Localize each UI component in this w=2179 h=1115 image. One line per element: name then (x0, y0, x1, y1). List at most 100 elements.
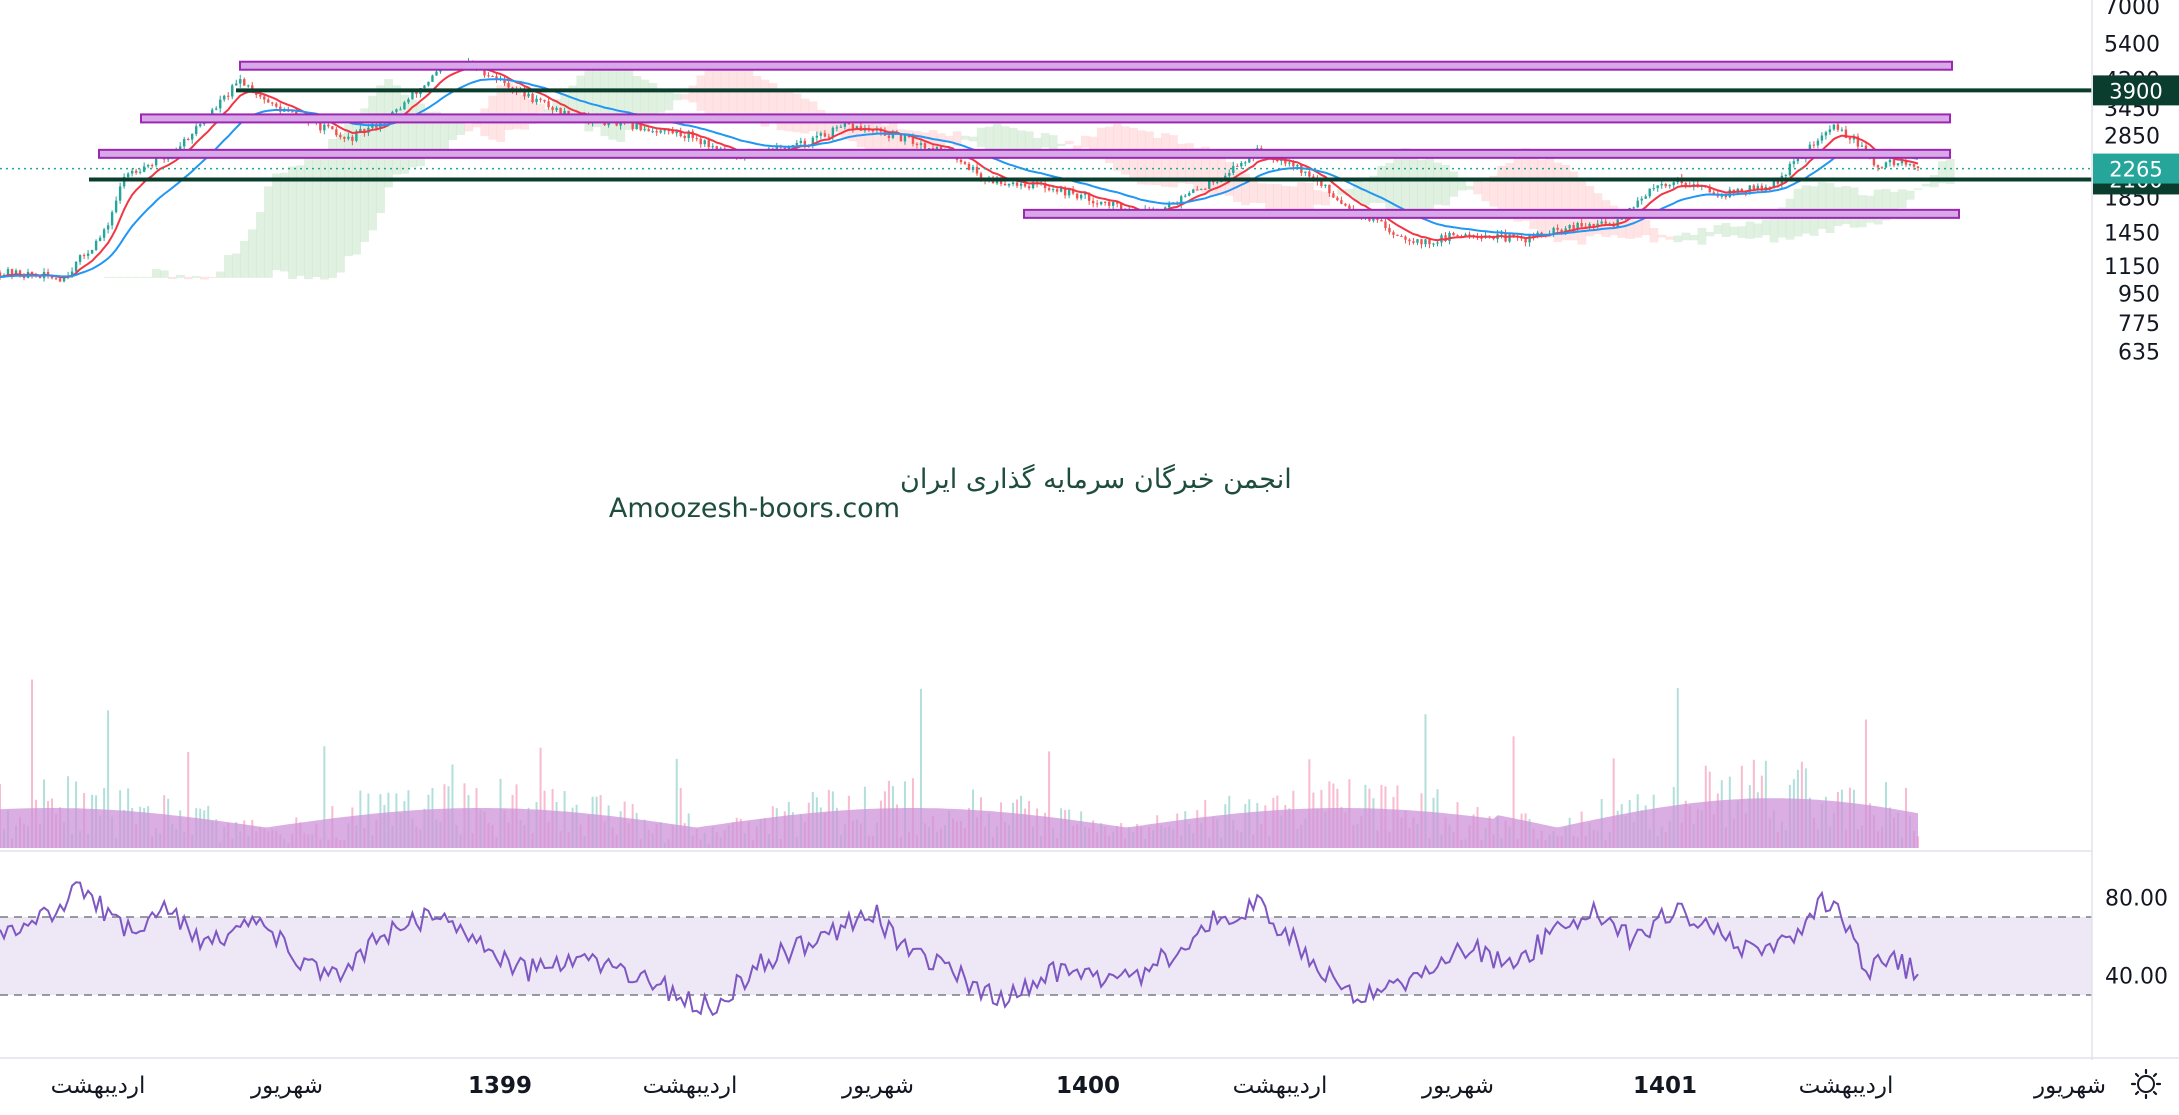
candle-body (1348, 205, 1351, 209)
gear-icon-ring (2137, 1075, 2155, 1093)
candle-body (46, 272, 50, 276)
candle-body (679, 131, 682, 136)
cloud-slice (1160, 133, 1170, 187)
candle-body (1015, 182, 1019, 186)
candle-body (1772, 179, 1776, 189)
candle-body (535, 98, 538, 103)
candle-body (975, 166, 979, 174)
candle-body (1532, 235, 1535, 237)
cloud-slice (1481, 182, 1491, 202)
settings-gear-icon[interactable] (2130, 1068, 2162, 1100)
candle-body (847, 123, 851, 125)
candle-body (1444, 235, 1447, 242)
resistance-zones[interactable] (98, 60, 1960, 219)
cloud-slice (1112, 123, 1122, 171)
cloud-slice (1289, 186, 1298, 211)
candle-body (1596, 223, 1599, 227)
candle-body (339, 135, 342, 137)
cloud-slice (616, 64, 626, 142)
cloud-slice (1745, 221, 1755, 239)
candle-body (1344, 203, 1347, 206)
candle-body (1119, 203, 1123, 212)
cloud-slice (1056, 143, 1066, 147)
key-levels[interactable] (89, 88, 2092, 182)
candle-body (1672, 182, 1675, 186)
cloud-slice (159, 270, 169, 278)
candle-body (675, 131, 678, 134)
candle-body (915, 143, 919, 145)
candle-body (227, 95, 230, 97)
candle-body (795, 142, 799, 146)
cloud-slice (1040, 133, 1050, 148)
candle-body (351, 136, 354, 141)
cloud-slice (1024, 131, 1034, 156)
candle-body (1184, 195, 1187, 197)
key-level-badge-label: 3900 (2109, 79, 2162, 103)
cloud-slice (103, 276, 113, 278)
candle-body (887, 135, 891, 138)
candle-body (1091, 200, 1095, 204)
candle-body (715, 146, 718, 152)
candle-body (1656, 185, 1659, 189)
candle-body (923, 143, 927, 149)
candle-body (647, 129, 650, 132)
candle-body (803, 140, 807, 146)
cloud-slice (856, 119, 866, 148)
resistance-zone (239, 60, 1953, 71)
candle-body (1244, 162, 1247, 164)
candle-body (267, 99, 270, 103)
candle-body (1180, 196, 1183, 205)
candle-body (1075, 193, 1079, 199)
candle-body (106, 225, 110, 230)
candle-body (1340, 200, 1343, 204)
cloud-slice (1537, 159, 1547, 236)
candle-body (1288, 162, 1291, 164)
cloud-slice (672, 93, 682, 101)
candle-body (1716, 195, 1719, 197)
candle-body (1023, 183, 1027, 187)
candle-body (1776, 179, 1780, 184)
candle-body (215, 108, 218, 110)
candle-body (110, 212, 114, 226)
cloud-slice (208, 276, 217, 278)
candle-body (1556, 227, 1559, 230)
cloud-slice (1193, 148, 1202, 192)
candle-body (523, 88, 526, 97)
candle-body (1232, 165, 1235, 173)
cloud-slice (928, 130, 938, 152)
candle-body (491, 76, 494, 78)
candle-body (495, 76, 498, 80)
candle-body (395, 109, 398, 112)
cloud-slice (1825, 183, 1835, 234)
candle-body (927, 148, 931, 150)
candle-body (219, 99, 222, 109)
cloud-slice (320, 150, 329, 280)
candle-body (102, 229, 106, 238)
candle-body (1107, 201, 1111, 206)
candle-body (1376, 218, 1379, 220)
candle-body (823, 133, 827, 137)
cloud-slice (288, 166, 297, 279)
cloud-slice (760, 79, 770, 127)
time-axis[interactable]: اردیبهشت شهریور 1399 اردیبهشت شهریور 1400 اردی… (51, 1073, 2106, 1099)
candle-body (1524, 238, 1527, 243)
cloud-slice (1449, 171, 1459, 197)
cloud-slice (1409, 155, 1419, 211)
cloud-slice (680, 94, 690, 100)
cloud-slice (1569, 171, 1579, 241)
rsi-axis: 80.00 40.00 (2105, 887, 2168, 990)
rsi-panel[interactable] (0, 881, 2092, 1017)
cloud-slice (304, 157, 313, 280)
candle-body (1768, 186, 1772, 189)
candle-body (54, 278, 58, 280)
cloud-slice (1072, 145, 1082, 150)
candle-body (1216, 182, 1219, 184)
volume-ma-area (0, 798, 1918, 848)
candle-body (1824, 132, 1828, 136)
candle-body (1111, 202, 1115, 206)
candle-body (1604, 221, 1607, 224)
candle-body (1043, 183, 1047, 189)
cloud-slice (1169, 135, 1178, 188)
candle-body (707, 140, 710, 147)
